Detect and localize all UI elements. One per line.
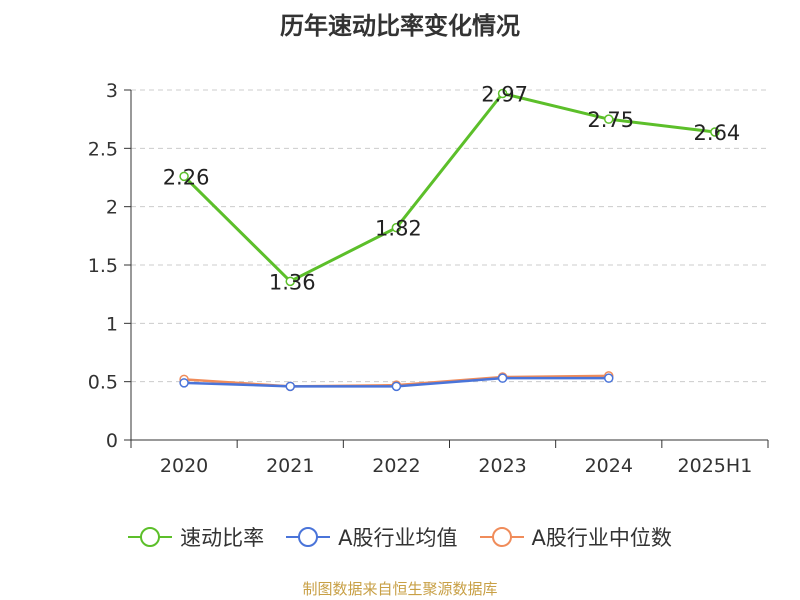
data-point <box>497 88 508 99</box>
series-line <box>183 92 716 283</box>
x-tick-label: 2022 <box>372 455 420 477</box>
data-point <box>497 373 508 383</box>
legend-marker-industry-mean <box>286 527 331 547</box>
data-label: 2.97 <box>481 83 528 107</box>
data-label: 1.36 <box>269 270 316 294</box>
data-label: 2.26 <box>163 165 210 189</box>
x-tick-label: 2025H1 <box>678 455 753 477</box>
legend-marker-quick-ratio <box>128 527 173 547</box>
grid-layer <box>131 89 768 383</box>
y-tick-label: 0.5 <box>88 372 118 394</box>
y-tick-label: 1 <box>106 313 118 335</box>
data-point <box>391 381 402 392</box>
x-tick-label: 2021 <box>266 455 314 477</box>
data-point <box>604 373 614 383</box>
label-layer: 2.26 1.36 1.82 2.97 2.75 2.64 <box>163 83 741 295</box>
legend-label-quick-ratio: 速动比率 <box>180 526 265 550</box>
legend-item-industry-mean[interactable]: A股行业均值 <box>286 522 458 552</box>
data-point <box>285 276 295 287</box>
y-tick-label: 1.5 <box>88 255 118 277</box>
x-tick-label: 2023 <box>478 455 526 477</box>
data-point <box>285 381 295 392</box>
data-label: 1.82 <box>375 217 422 241</box>
legend-marker-industry-median <box>479 527 524 547</box>
legend-item-quick-ratio[interactable]: 速动比率 <box>128 522 264 552</box>
legend-label-industry-mean: A股行业均值 <box>338 526 458 550</box>
data-point <box>179 378 189 388</box>
x-tick-label: 2024 <box>585 455 633 477</box>
source-note: 制图数据来自恒生聚源数据库 <box>302 580 498 598</box>
series-layer <box>179 88 720 392</box>
y-tick-label: 2.5 <box>88 138 118 160</box>
y-tick-label: 0 <box>106 430 118 452</box>
chart-title: 历年速动比率变化情况 <box>280 12 520 40</box>
x-tick-label: 2020 <box>160 455 208 477</box>
legend-label-industry-median: A股行业中位数 <box>531 526 672 550</box>
data-point <box>604 114 614 124</box>
data-point <box>391 222 402 233</box>
axis-layer: 0 0.5 1 1.5 2 2.5 3 2020 2021 2022 2023 2024 2025H1 <box>88 80 769 477</box>
legend-item-industry-median[interactable]: A股行业中位数 <box>479 522 672 552</box>
y-tick-label: 2 <box>106 197 118 219</box>
data-point <box>710 127 720 137</box>
data-label: 2.64 <box>694 121 741 145</box>
legend: 速动比率 A股行业均值 A股行业中位数 <box>0 522 800 552</box>
data-point <box>179 171 189 182</box>
data-label: 2.75 <box>587 108 634 132</box>
y-tick-label: 3 <box>106 80 118 102</box>
